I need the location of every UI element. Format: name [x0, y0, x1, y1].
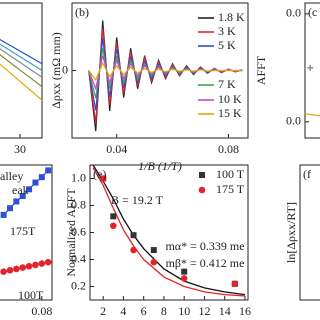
marker [0, 268, 7, 275]
series-line [0, 43, 42, 72]
y-tick-label: 0.6 [71, 224, 86, 238]
x-tick-label: 0.08 [31, 304, 52, 318]
legend-label: 1.8 K [218, 10, 245, 24]
legend-label: 10 K [218, 92, 242, 106]
y-tick-label: 0.0 [286, 114, 301, 128]
x-tick-label: 0.08 [218, 142, 239, 156]
annotation: alley [0, 169, 23, 183]
series-line [0, 38, 42, 65]
fit-curve [92, 165, 246, 296]
plot-frame [0, 164, 53, 301]
annotation: mβ* = 0.412 me [166, 256, 245, 270]
y-axis-label: Normalized AFFT [64, 188, 78, 277]
plot-area [0, 167, 52, 275]
series-label: 100T [18, 288, 44, 302]
panel: 30 [0, 2, 43, 156]
marker [26, 186, 33, 193]
marker [198, 186, 206, 194]
marker [99, 175, 107, 182]
panel: 0.0 0.0 (c AFFT [254, 2, 320, 139]
x-tick-label: 8 [161, 304, 167, 318]
series-label: 175T [10, 224, 36, 238]
annotation: eak [12, 183, 29, 197]
marker [110, 213, 117, 220]
marker [45, 167, 52, 174]
panel-label: (e) [93, 167, 106, 181]
series-line [305, 113, 320, 117]
panel-label: (c [308, 5, 317, 19]
marker [13, 265, 20, 273]
series-line [0, 48, 42, 78]
marker [150, 258, 158, 266]
y-tick-label: 0.4 [71, 251, 86, 265]
marker [109, 222, 117, 230]
series-line [0, 63, 42, 101]
annotation: B = 19.2 T [111, 193, 164, 207]
x-tick-label: 0.04 [106, 142, 127, 156]
y-axis-label: ln[Δρxx/RT] [284, 202, 298, 263]
plot-area [305, 64, 320, 117]
marker [199, 172, 205, 178]
marker [25, 262, 33, 270]
marker [231, 280, 239, 288]
y-axis-label: Δρxx (mΩ mm) [49, 32, 63, 109]
marker [307, 64, 314, 71]
x-tick-label: 14 [219, 304, 231, 318]
panel-label: (f [303, 167, 311, 181]
marker [0, 211, 7, 218]
marker [32, 179, 39, 186]
marker [19, 193, 26, 200]
plot-frame [299, 164, 320, 301]
y-tick-label: 1.0 [71, 170, 86, 184]
x-tick-label: 16 [239, 304, 251, 318]
marker [180, 275, 188, 282]
marker [13, 198, 20, 205]
y-tick-label: 0.8 [71, 197, 86, 211]
x-axis-label: 1/B (1/T) [138, 159, 182, 173]
marker [150, 247, 157, 254]
marker [130, 246, 137, 254]
marker [19, 264, 27, 271]
x-tick-label: 30 [14, 142, 26, 156]
panel-label: (b) [75, 5, 89, 19]
plot-area [88, 20, 243, 132]
plot-area [0, 38, 42, 101]
marker [7, 205, 13, 212]
marker [181, 268, 188, 275]
x-tick-label: 4 [120, 304, 126, 318]
x-tick-label: 2 [100, 304, 106, 318]
marker [6, 267, 14, 274]
x-tick-label: 6 [141, 304, 147, 318]
plot-area [92, 165, 246, 297]
y-tick-label: 0.2 [71, 278, 86, 292]
marker [44, 258, 52, 266]
x-tick-label: 12 [198, 304, 210, 318]
legend-label: 3 K [218, 24, 236, 38]
y-axis-label: AFFT [254, 55, 268, 85]
marker [38, 174, 45, 181]
legend-label: 5 K [218, 38, 236, 52]
marker [32, 261, 39, 269]
legend-label: 15 K [218, 106, 242, 120]
legend-label: 175 T [216, 182, 245, 196]
panel: 0.04 0.08 0 1.8 K3 K5 K 7 K10 K15 K (b) 1/B (1… [49, 2, 249, 173]
series-line [0, 54, 42, 88]
marker [130, 232, 137, 239]
legend-label: 100 T [216, 167, 245, 181]
plot-frame [304, 2, 320, 139]
annotation: mα* = 0.339 me [165, 239, 244, 253]
legend-label: 7 K [218, 77, 236, 91]
series-line [88, 61, 243, 82]
x-tick-label: 10 [178, 304, 190, 318]
y-tick-label: 0.0 [286, 6, 301, 20]
panel: (f ln[Δρxx/RT] [284, 164, 320, 301]
marker [38, 260, 46, 267]
fit-curve [92, 167, 246, 297]
y-tick-label: 0 [62, 62, 68, 76]
